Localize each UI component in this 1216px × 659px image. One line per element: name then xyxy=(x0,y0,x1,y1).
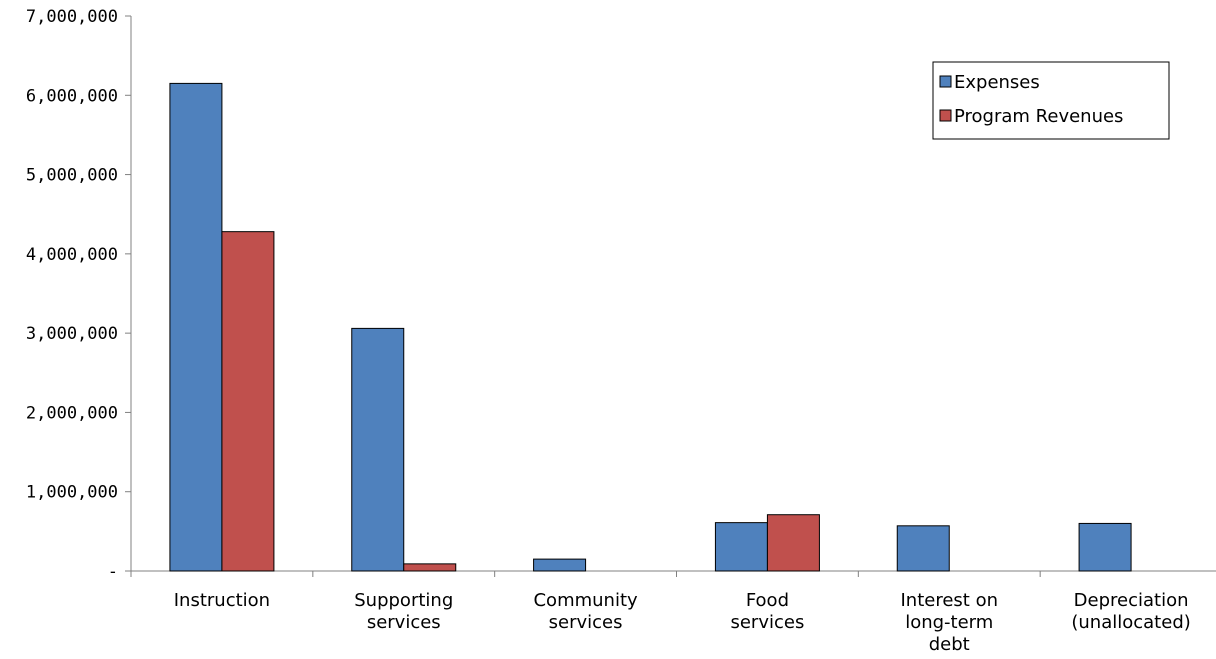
x-category-label: Supporting xyxy=(354,590,453,611)
x-category-label: long-term xyxy=(905,612,993,633)
x-category-label: services xyxy=(549,612,623,633)
x-category-label: debt xyxy=(929,634,970,655)
x-category-label: Food xyxy=(746,590,789,611)
x-category-label: services xyxy=(730,612,804,633)
bars xyxy=(169,82,1132,572)
y-tick-label: 4,000,000 xyxy=(26,245,118,265)
legend-label: Program Revenues xyxy=(954,106,1123,127)
x-category-label: services xyxy=(367,612,441,633)
bar-expenses xyxy=(1078,522,1132,572)
x-category-label: Interest on xyxy=(900,590,998,611)
y-tick-label: 3,000,000 xyxy=(26,324,118,344)
bar-expenses xyxy=(533,558,587,572)
y-tick-label: 2,000,000 xyxy=(26,403,118,423)
x-axis: Instruction SupportingservicesCommunityse… xyxy=(130,570,1216,655)
legend-swatch xyxy=(939,75,952,88)
y-tick-label: - xyxy=(108,562,118,582)
x-category-label: Instruction xyxy=(174,590,270,611)
x-category-label: (unallocated) xyxy=(1071,612,1190,633)
y-tick-label: 5,000,000 xyxy=(26,166,118,186)
bar-program-revenues xyxy=(221,231,275,572)
y-tick-label: 7,000,000 xyxy=(26,7,118,27)
y-tick-label: 6,000,000 xyxy=(26,86,118,106)
legend-box xyxy=(932,61,1170,140)
legend-swatch xyxy=(939,109,952,122)
y-axis: - 1,000,000 2,000,000 3,000,000 4,000,000 5,0… xyxy=(26,7,132,582)
bar-expenses xyxy=(169,82,223,572)
bar-expenses xyxy=(896,525,950,572)
legend: Expenses Program Revenues xyxy=(932,61,1170,140)
bar-expenses xyxy=(714,522,768,572)
y-tick-label: 1,000,000 xyxy=(26,483,118,503)
bar-program-revenues xyxy=(403,563,457,572)
bar-program-revenues xyxy=(766,514,820,572)
legend-label: Expenses xyxy=(954,72,1040,93)
x-category-label: Depreciation xyxy=(1074,590,1189,611)
x-category-label: Community xyxy=(533,590,638,611)
bar-expenses xyxy=(351,327,405,572)
